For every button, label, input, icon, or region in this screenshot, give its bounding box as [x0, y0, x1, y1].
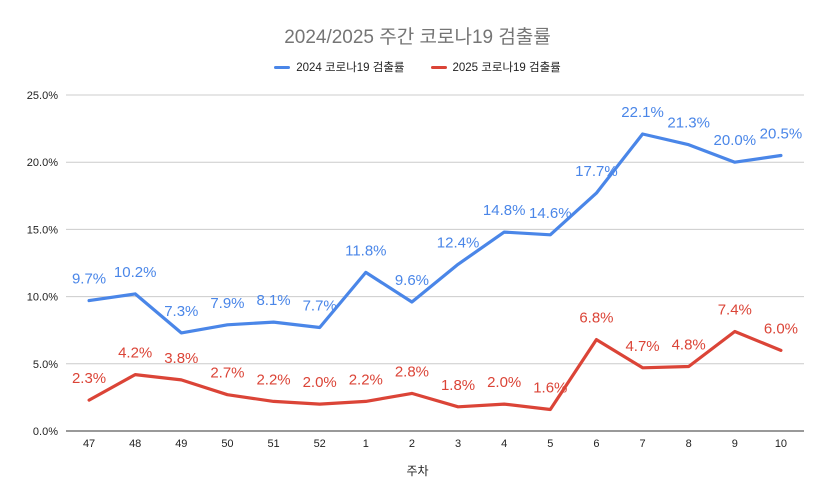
data-label: 20.0%: [714, 132, 757, 149]
data-label: 14.8%: [483, 202, 526, 219]
data-label: 21.3%: [667, 115, 710, 132]
y-tick-label: 0.0%: [33, 426, 58, 438]
x-tick-label: 51: [267, 438, 279, 450]
data-label: 12.4%: [437, 234, 480, 251]
legend-swatch-2024: [274, 65, 291, 69]
x-tick-label: 50: [221, 438, 233, 450]
y-tick-label: 25.0%: [27, 90, 58, 102]
legend-item-2025: 2025 코로나19 검출률: [430, 59, 561, 75]
data-label: 6.0%: [764, 320, 798, 337]
x-tick-label: 3: [455, 438, 461, 450]
data-label: 1.6%: [533, 379, 567, 396]
y-tick-label: 20.0%: [27, 157, 58, 169]
data-label: 6.8%: [579, 310, 613, 327]
y-tick-label: 5.0%: [33, 359, 58, 371]
data-label: 8.1%: [256, 292, 290, 309]
series-line-2025: [87, 329, 783, 412]
y-tick-label: 15.0%: [27, 224, 58, 236]
data-label: 2.2%: [349, 371, 383, 388]
legend-item-2024: 2024 코로나19 검출률: [274, 59, 405, 75]
data-label: 22.1%: [621, 104, 664, 121]
data-label: 20.5%: [760, 125, 803, 142]
x-tick-label: 1: [363, 438, 369, 450]
data-label: 2.0%: [303, 374, 337, 391]
legend-swatch-2025: [430, 65, 447, 69]
x-tick-label: 47: [83, 438, 95, 450]
data-label: 17.7%: [575, 163, 618, 180]
data-label: 2.0%: [487, 374, 521, 391]
legend: 2024 코로나19 검출률 2025 코로나19 검출률: [0, 59, 835, 75]
x-tick-label: 5: [547, 438, 553, 450]
data-label: 14.6%: [529, 205, 572, 222]
data-label: 2.8%: [395, 363, 429, 380]
x-tick-label: 48: [129, 438, 141, 450]
chart-title: 2024/2025 주간 코로나19 검출률: [284, 27, 551, 48]
data-label: 11.8%: [345, 242, 386, 259]
x-tick-label: 6: [593, 438, 599, 450]
data-label: 7.7%: [303, 298, 337, 315]
data-label: 4.8%: [672, 336, 706, 353]
data-label: 10.2%: [114, 264, 157, 281]
x-tick-label: 8: [686, 438, 692, 450]
legend-label-2025: 2025 코로나19 검출률: [452, 62, 561, 74]
x-tick-label: 52: [314, 438, 326, 450]
x-tick-label: 2: [409, 438, 415, 450]
data-label: 7.4%: [718, 302, 752, 319]
data-label: 2.7%: [210, 365, 244, 382]
x-tick-label: 7: [640, 438, 646, 450]
x-tick-label: 9: [732, 438, 738, 450]
data-label: 2.2%: [256, 371, 290, 388]
x-tick-label: 4: [501, 438, 507, 450]
x-tick-label: 10: [775, 438, 787, 450]
x-axis-title: 주차: [406, 464, 429, 478]
y-tick-label: 10.0%: [27, 292, 58, 304]
data-label: 4.7%: [625, 338, 659, 355]
series-line-2024: [87, 132, 783, 335]
x-tick-label: 49: [175, 438, 187, 450]
data-label: 1.8%: [441, 377, 475, 394]
data-label: 9.6%: [395, 272, 429, 289]
data-label: 9.7%: [72, 271, 106, 288]
data-label: 4.2%: [118, 345, 152, 362]
data-label: 7.3%: [164, 303, 198, 320]
legend-label-2024: 2024 코로나19 검출률: [296, 62, 405, 74]
data-label: 2.3%: [72, 370, 106, 387]
data-label: 7.9%: [210, 295, 244, 312]
data-label: 3.8%: [164, 350, 198, 367]
